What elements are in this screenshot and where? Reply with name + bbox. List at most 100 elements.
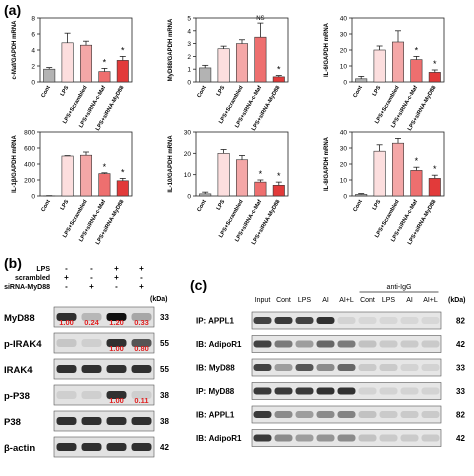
blot-strip <box>53 306 155 328</box>
y-tick-label: 0 <box>343 80 347 87</box>
y-tick-label: 20 <box>184 151 192 158</box>
densitometry-value: 0.80 <box>134 344 149 353</box>
y-tick-label: 800 <box>24 130 35 137</box>
bar <box>116 60 129 83</box>
y-tick-label: 10 <box>340 178 348 185</box>
blot-band <box>400 411 419 418</box>
significance-mark: * <box>433 164 437 174</box>
blot-band <box>379 411 398 418</box>
lane-label: Cont <box>276 297 291 304</box>
blot-row-label: IB: AdipoR1 <box>196 434 242 443</box>
condition-label: LPS <box>36 266 50 273</box>
y-axis-label: IL-10/GAPDH mRNA <box>168 135 174 193</box>
condition-mark: - <box>115 282 118 291</box>
densitometry-value: 1.00 <box>59 318 74 327</box>
y-tick-label: 0 <box>31 80 35 87</box>
blot-band <box>295 411 314 418</box>
blot-band <box>106 443 127 451</box>
blot-band <box>106 365 127 373</box>
y-tick-label: 5 <box>187 16 191 23</box>
condition-mark: + <box>139 264 144 273</box>
condition-label: scrambled <box>15 275 50 282</box>
blot-band <box>253 364 272 371</box>
blot-band <box>337 340 356 348</box>
blot-band <box>316 340 335 348</box>
blot-band <box>253 340 272 348</box>
densitometry-value: 1.00 <box>109 396 124 405</box>
blot-band <box>400 364 419 371</box>
x-tick-label: Cont <box>352 85 364 99</box>
blot-band <box>81 339 102 347</box>
blot-band <box>400 340 419 348</box>
kda-value: 42 <box>456 434 465 443</box>
blot-band <box>295 317 314 324</box>
bar <box>43 68 56 83</box>
y-tick-label: 10 <box>340 64 348 71</box>
blot-band <box>379 387 398 395</box>
blot-strip <box>53 358 155 380</box>
blot-band <box>274 411 293 418</box>
blot-band <box>337 364 356 371</box>
bar <box>428 178 441 197</box>
lane-label: Cont <box>360 297 375 304</box>
x-tick-label: Cont <box>40 85 52 99</box>
y-axis-label: IL-6/GAPDH mRNA <box>324 22 330 77</box>
blot-band <box>358 340 377 348</box>
significance-mark: * <box>433 59 437 69</box>
y-axis-label: IL-1β/GAPDH mRNA <box>12 135 18 193</box>
blot-band <box>379 434 398 442</box>
blot-band <box>274 317 293 324</box>
significance-mark: * <box>415 45 419 55</box>
blot-band <box>295 434 314 442</box>
lane-label: AI <box>406 297 413 304</box>
blot-band <box>106 313 127 321</box>
bar <box>391 41 405 83</box>
blot-band <box>379 340 398 348</box>
panel-label-a: (a) <box>4 2 21 18</box>
bar <box>98 71 111 83</box>
y-tick-label: 0 <box>187 80 191 87</box>
blot-band <box>358 387 377 395</box>
bar <box>61 155 74 197</box>
blot-row-label: IB: MyD88 <box>196 364 235 373</box>
lane-label: LPS <box>382 297 396 304</box>
blot-band <box>56 313 77 321</box>
bar <box>254 36 267 83</box>
blot-band <box>400 434 419 442</box>
bar <box>199 67 212 83</box>
y-tick-label: 600 <box>24 146 35 153</box>
coip-blot-c: anti-IgG Input Cont LPS AI AI+L Cont LPS AI AI+L (… <box>196 284 466 447</box>
blot-row-label: p-P38 <box>4 391 30 402</box>
lane-label: AI <box>322 297 329 304</box>
blot-row-label: IP: MyD88 <box>196 387 235 396</box>
densitometry-value: 1.20 <box>109 318 124 327</box>
blot-band <box>56 417 77 425</box>
blot-band <box>421 317 440 324</box>
blot-strip <box>251 429 442 447</box>
densitometry-value: 0.11 <box>134 396 148 405</box>
bar <box>373 49 386 83</box>
blot-band <box>81 365 102 373</box>
condition-mark: + <box>114 264 119 273</box>
blot-row-label: MyD88 <box>4 313 35 324</box>
kda-value: 82 <box>456 411 465 420</box>
bar <box>235 159 249 197</box>
bar <box>199 193 212 197</box>
blot-band <box>106 391 127 399</box>
y-axis-label: IL-8/GAPDH mRNA <box>324 136 330 191</box>
blot-strip <box>251 405 442 424</box>
kda-value: 55 <box>160 365 169 374</box>
bar <box>217 153 230 197</box>
x-tick-label: LPS <box>216 85 227 98</box>
kda-value: 38 <box>160 391 169 400</box>
blot-band <box>274 387 293 395</box>
blot-band <box>274 340 293 348</box>
blot-band <box>421 434 440 442</box>
y-tick-label: 2 <box>31 64 35 71</box>
y-tick-label: 4 <box>187 28 191 35</box>
blot-band <box>131 391 152 399</box>
bar <box>410 59 423 83</box>
kda-value: 38 <box>160 417 169 426</box>
